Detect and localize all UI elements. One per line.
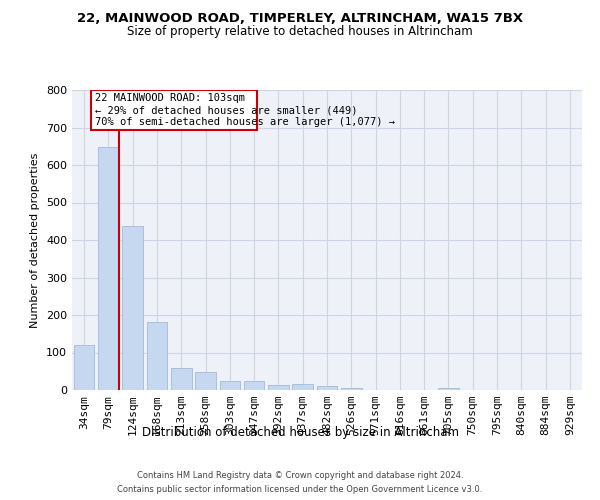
FancyBboxPatch shape — [91, 90, 257, 130]
Bar — [292, 384, 313, 390]
Bar — [268, 385, 289, 390]
Bar — [317, 386, 337, 390]
Text: Contains HM Land Registry data © Crown copyright and database right 2024.: Contains HM Land Registry data © Crown c… — [137, 472, 463, 480]
Bar — [74, 345, 94, 390]
Bar — [98, 147, 119, 390]
Y-axis label: Number of detached properties: Number of detached properties — [31, 152, 40, 328]
Bar — [438, 388, 459, 390]
Text: 22 MAINWOOD ROAD: 103sqm
← 29% of detached houses are smaller (449)
70% of semi-: 22 MAINWOOD ROAD: 103sqm ← 29% of detach… — [95, 94, 395, 126]
Text: Size of property relative to detached houses in Altrincham: Size of property relative to detached ho… — [127, 25, 473, 38]
Bar — [341, 388, 362, 390]
Text: Contains public sector information licensed under the Open Government Licence v3: Contains public sector information licen… — [118, 484, 482, 494]
Bar — [146, 322, 167, 390]
Bar — [244, 380, 265, 390]
Bar — [122, 226, 143, 390]
Text: 22, MAINWOOD ROAD, TIMPERLEY, ALTRINCHAM, WA15 7BX: 22, MAINWOOD ROAD, TIMPERLEY, ALTRINCHAM… — [77, 12, 523, 26]
Bar — [195, 372, 216, 390]
Bar — [171, 368, 191, 390]
Bar — [220, 380, 240, 390]
Text: Distribution of detached houses by size in Altrincham: Distribution of detached houses by size … — [142, 426, 458, 439]
